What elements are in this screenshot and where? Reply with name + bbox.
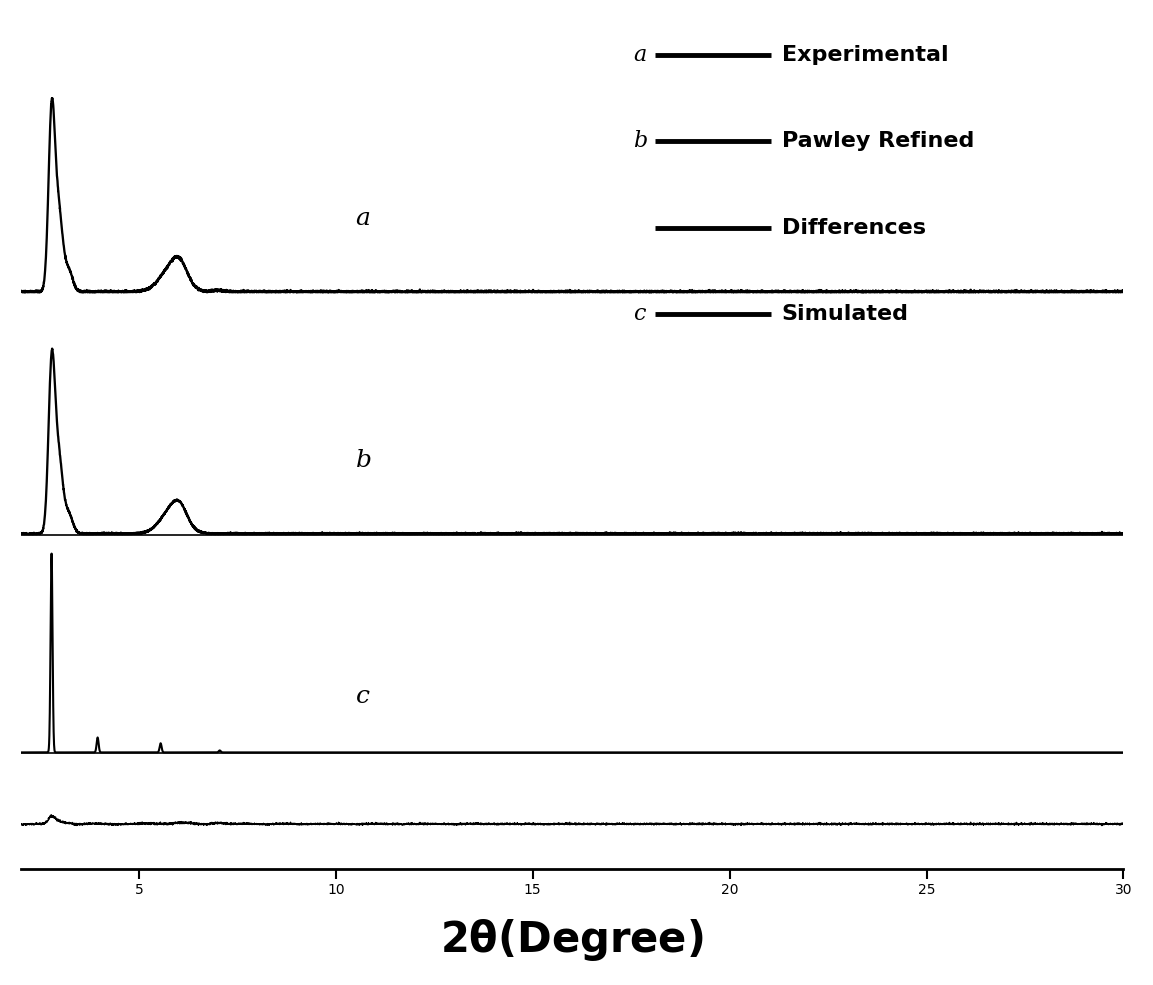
Text: Simulated: Simulated <box>782 303 909 324</box>
Text: a: a <box>633 44 646 66</box>
Text: Pawley Refined: Pawley Refined <box>782 131 974 152</box>
Text: a: a <box>355 207 370 230</box>
Text: Experimental: Experimental <box>782 45 948 65</box>
Text: Differences: Differences <box>782 218 926 237</box>
Text: b: b <box>633 130 647 153</box>
X-axis label: $\mathbf{2}$$\mathbf{\theta}$$\mathbf{(Degree)}$: $\mathbf{2}$$\mathbf{\theta}$$\mathbf{(D… <box>440 917 703 962</box>
Text: b: b <box>355 449 371 472</box>
Text: c: c <box>355 685 370 708</box>
Text: c: c <box>633 302 646 325</box>
